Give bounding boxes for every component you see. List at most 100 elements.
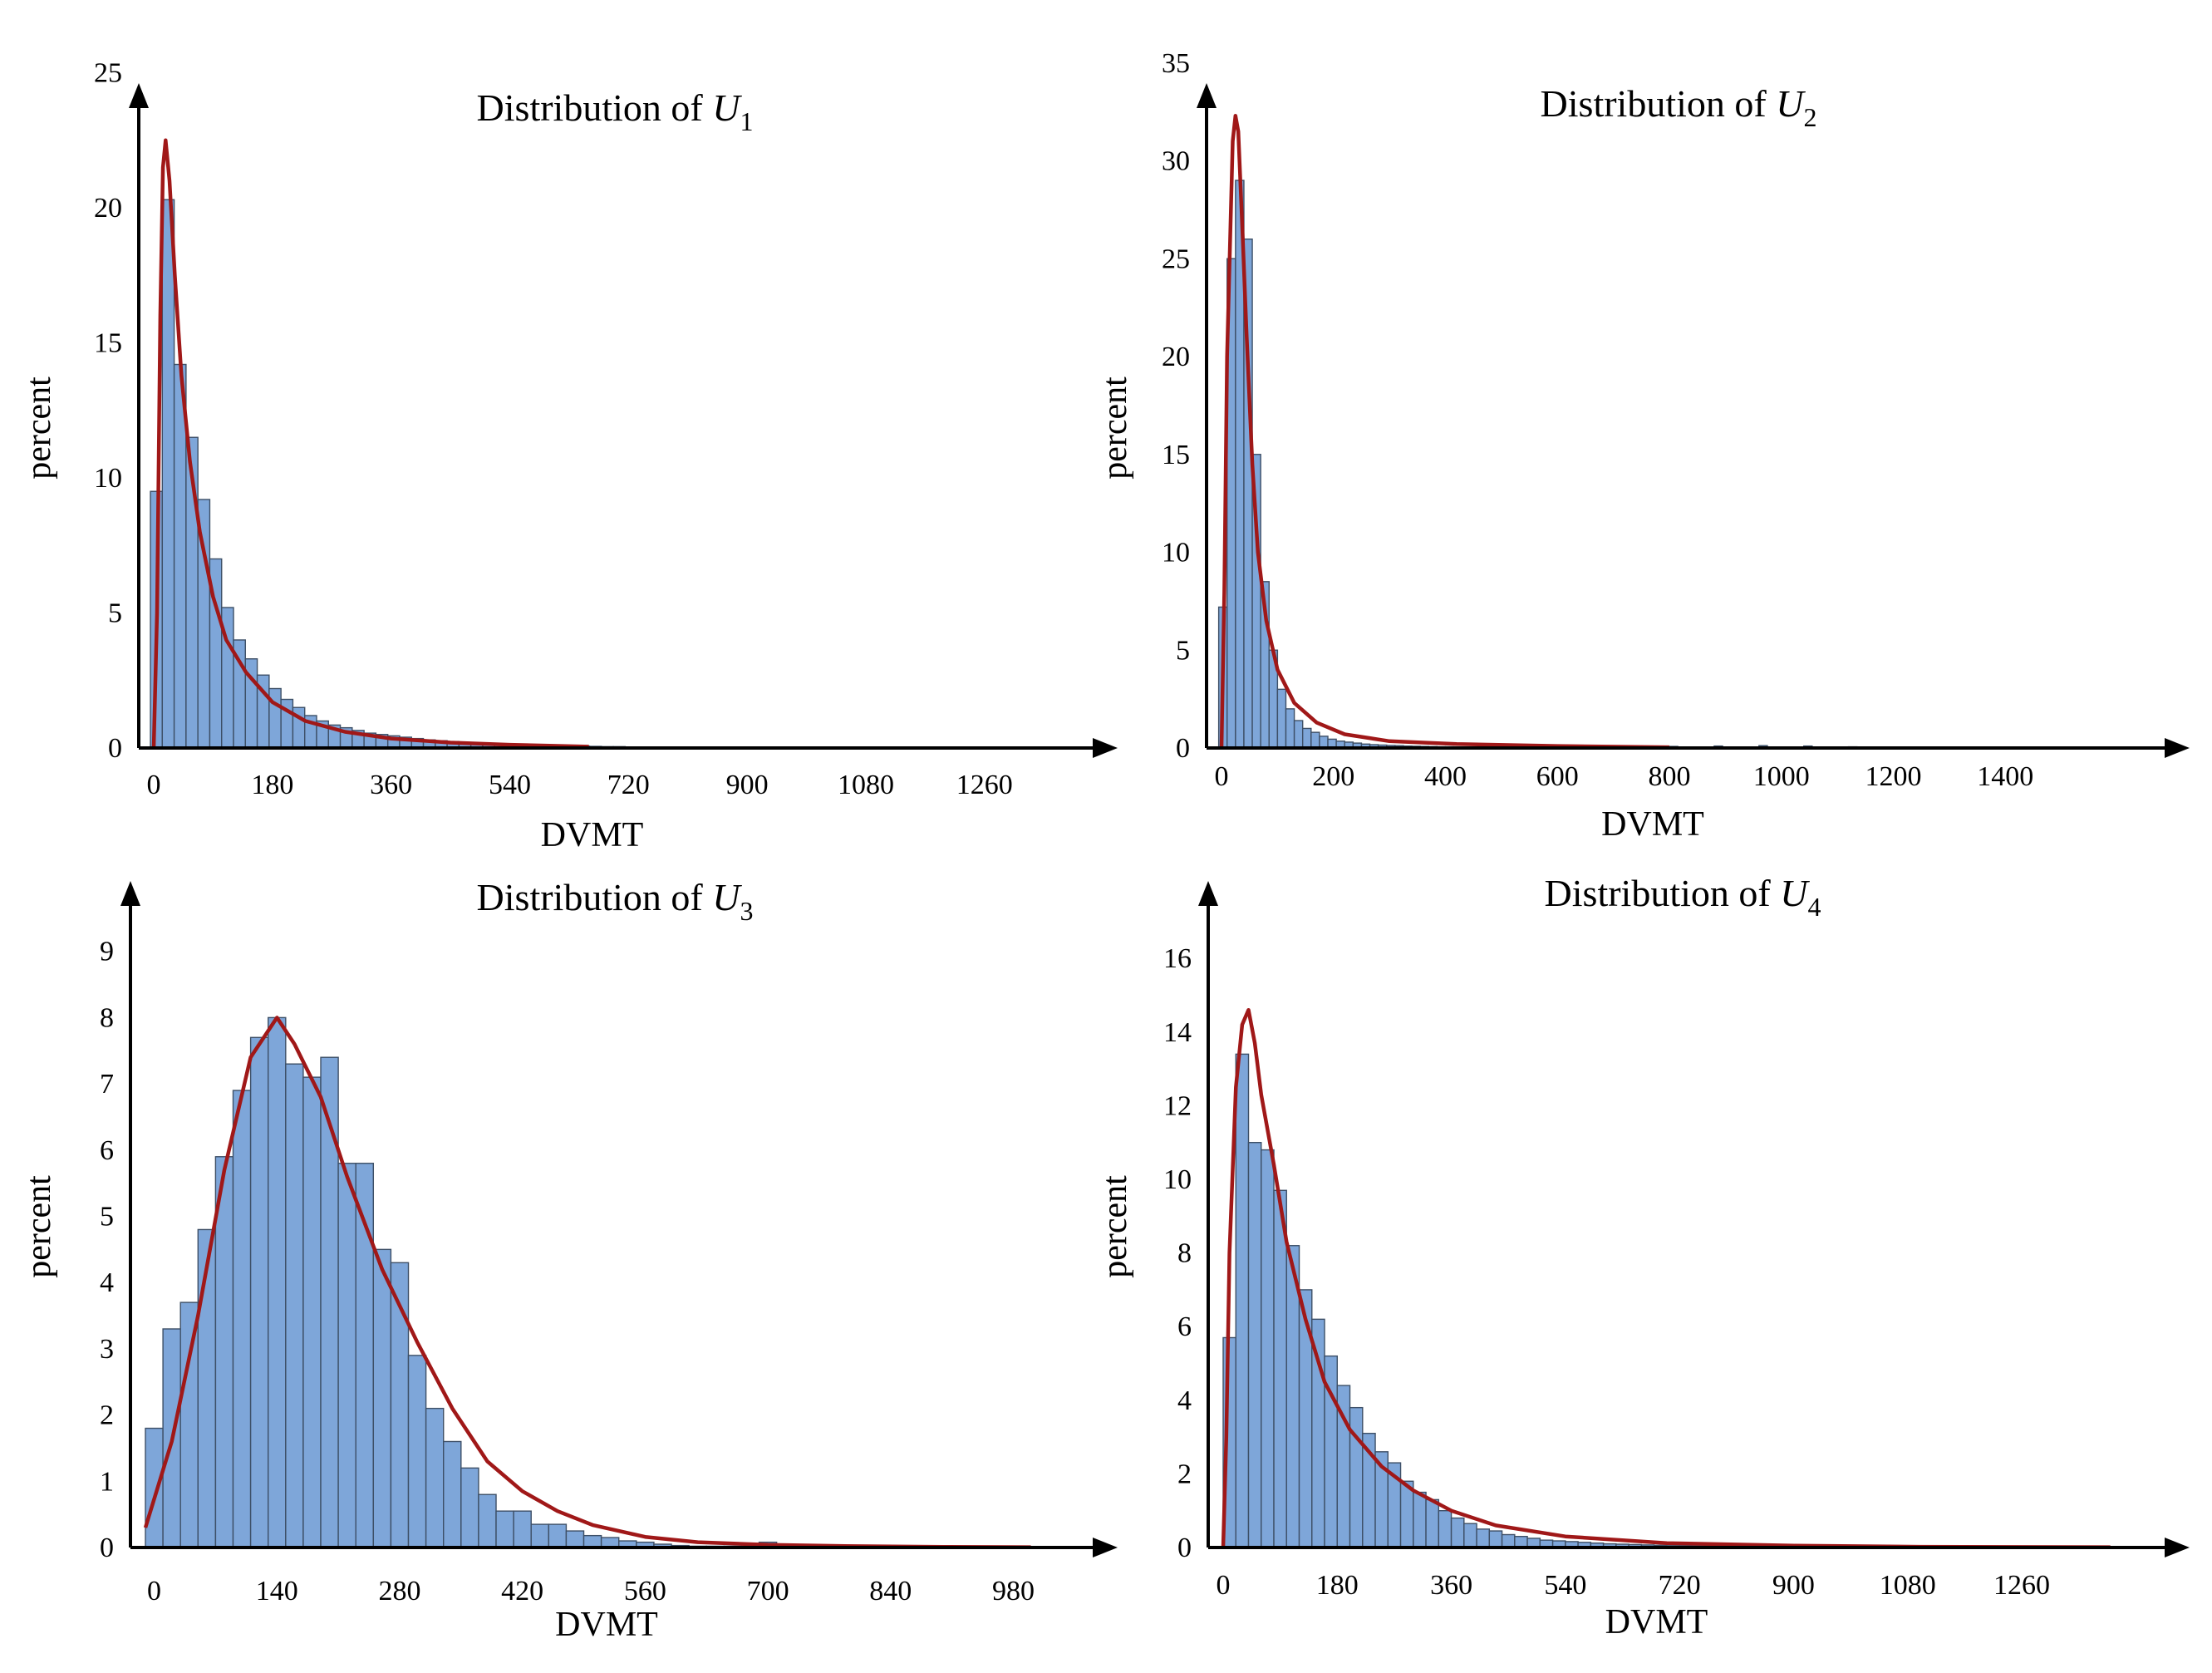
- histogram-bar: [548, 1523, 568, 1548]
- x-axis-arrow-icon: [2165, 1538, 2190, 1557]
- chart-title-subscript: 3: [740, 896, 753, 926]
- x-tick-label: 280: [378, 1576, 420, 1607]
- y-tick-label: 0: [100, 1533, 114, 1563]
- histogram-bar: [1301, 727, 1312, 749]
- chart-title-variable: U: [1780, 872, 1810, 914]
- y-tick-label: 10: [1162, 538, 1190, 568]
- chart-title-variable: U: [712, 876, 742, 918]
- y-tick-label: 10: [1163, 1164, 1192, 1195]
- chart-title-subscript: 1: [740, 106, 753, 136]
- histogram-bar: [1247, 1141, 1262, 1548]
- y-tick-label: 25: [1162, 244, 1190, 274]
- y-tick-label: 0: [108, 733, 122, 764]
- x-tick-label: 980: [992, 1576, 1035, 1607]
- y-tick-label: 5: [100, 1202, 114, 1233]
- x-tick-label: 900: [726, 770, 769, 800]
- x-tick-label: 720: [1659, 1570, 1701, 1601]
- panel-u3: 0 140 280 420 560 700 840 980 0 1 2 3 4 5 6 7 8 9 Distribu…: [20, 876, 1118, 1644]
- fitted-density-curve: [151, 138, 589, 749]
- histogram-bar: [1285, 708, 1295, 749]
- y-tick-label: 20: [94, 193, 122, 224]
- y-axis-arrow-icon: [1198, 881, 1218, 906]
- x-tick-label: 1080: [1880, 1570, 1936, 1601]
- y-tick-label: 8: [100, 1002, 114, 1033]
- chart-title: Distribution of U2: [1541, 82, 1817, 132]
- histogram-bar: [478, 1493, 497, 1548]
- x-axis-arrow-icon: [1093, 738, 1118, 758]
- chart-title-variable: U: [712, 86, 742, 129]
- histogram-bar: [1349, 1406, 1364, 1548]
- x-axis-label: DVMT: [541, 816, 644, 854]
- histogram-bar: [179, 1301, 199, 1548]
- histogram-bar: [1450, 1517, 1465, 1548]
- histogram-bar: [1501, 1533, 1516, 1548]
- histogram-bars: [1222, 1053, 2048, 1548]
- histogram-bars: [1217, 180, 2037, 750]
- y-tick-label: 5: [108, 598, 122, 629]
- x-tick-label: 900: [1772, 1570, 1815, 1601]
- histogram-bar: [582, 1534, 602, 1548]
- histogram-bar: [214, 1156, 234, 1548]
- chart-title-subscript: 4: [1807, 892, 1821, 922]
- x-tick-label: 140: [256, 1576, 298, 1607]
- histogram-bar: [1310, 731, 1320, 749]
- y-tick-label: 15: [1162, 440, 1190, 470]
- x-tick-label: 360: [370, 770, 412, 800]
- histogram-bar: [460, 1467, 479, 1548]
- x-tick-label: 180: [251, 770, 293, 800]
- y-axis-arrow-icon: [1197, 83, 1217, 108]
- histogram-bar: [285, 1063, 304, 1548]
- histogram-bar: [1235, 1053, 1250, 1548]
- x-tick-label: 1200: [1865, 761, 1922, 792]
- x-tick-label: 840: [869, 1576, 912, 1607]
- chart-title: Distribution of U4: [1545, 872, 1821, 922]
- x-tick-label: 540: [1544, 1570, 1586, 1601]
- x-tick-label: 200: [1312, 761, 1354, 792]
- x-tick-label: 360: [1430, 1570, 1472, 1601]
- y-tick-label: 0: [1176, 733, 1190, 764]
- histogram-bar: [1311, 1318, 1325, 1548]
- histogram-bar: [1438, 1509, 1453, 1548]
- x-tick-label: 800: [1649, 761, 1691, 792]
- chart-title: Distribution of U1: [477, 86, 754, 136]
- histogram-bar: [268, 687, 282, 749]
- histogram-bar: [320, 1056, 339, 1548]
- fitted-density-curve: [143, 1016, 1031, 1549]
- y-tick-label: 25: [94, 58, 122, 89]
- x-axis-label: DVMT: [1605, 1603, 1708, 1641]
- histogram-bar: [1476, 1528, 1491, 1548]
- histogram-bar: [249, 1036, 269, 1548]
- histogram-bars: [150, 199, 686, 749]
- histogram-bar: [1413, 1491, 1427, 1548]
- y-axis-arrow-icon: [129, 83, 149, 108]
- chart-title-subscript: 2: [1803, 102, 1816, 132]
- x-tick-label: 1400: [1977, 761, 2033, 792]
- y-tick-label: 0: [1177, 1533, 1192, 1563]
- histogram-bar: [495, 1510, 514, 1548]
- y-tick-label: 1: [100, 1466, 114, 1497]
- fitted-density-curve: [1219, 114, 1670, 750]
- x-tick-label: 560: [624, 1576, 666, 1607]
- y-tick-label: 7: [100, 1069, 114, 1100]
- y-tick-label: 2: [1177, 1459, 1192, 1489]
- y-tick-label: 2: [100, 1400, 114, 1431]
- x-axis-label: DVMT: [555, 1606, 658, 1644]
- x-tick-label: 1080: [838, 770, 894, 800]
- y-tick-label: 20: [1162, 342, 1190, 372]
- x-tick-label: 0: [147, 770, 161, 800]
- y-axis-arrow-icon: [120, 881, 140, 906]
- y-tick-label: 4: [1177, 1385, 1192, 1416]
- x-tick-label: 720: [607, 770, 650, 800]
- histogram-bar: [407, 1355, 427, 1548]
- x-tick-label: 1260: [1993, 1570, 2050, 1601]
- histogram-bar: [530, 1523, 550, 1548]
- y-tick-label: 5: [1176, 635, 1190, 666]
- histogram-bar: [1463, 1523, 1477, 1548]
- y-tick-label: 10: [94, 463, 122, 494]
- y-axis-label: percent: [1096, 376, 1134, 480]
- histogram-bar: [1488, 1530, 1503, 1548]
- histogram-bar: [268, 1016, 287, 1548]
- x-tick-label: 1000: [1753, 761, 1810, 792]
- y-axis-label: percent: [1096, 1175, 1134, 1278]
